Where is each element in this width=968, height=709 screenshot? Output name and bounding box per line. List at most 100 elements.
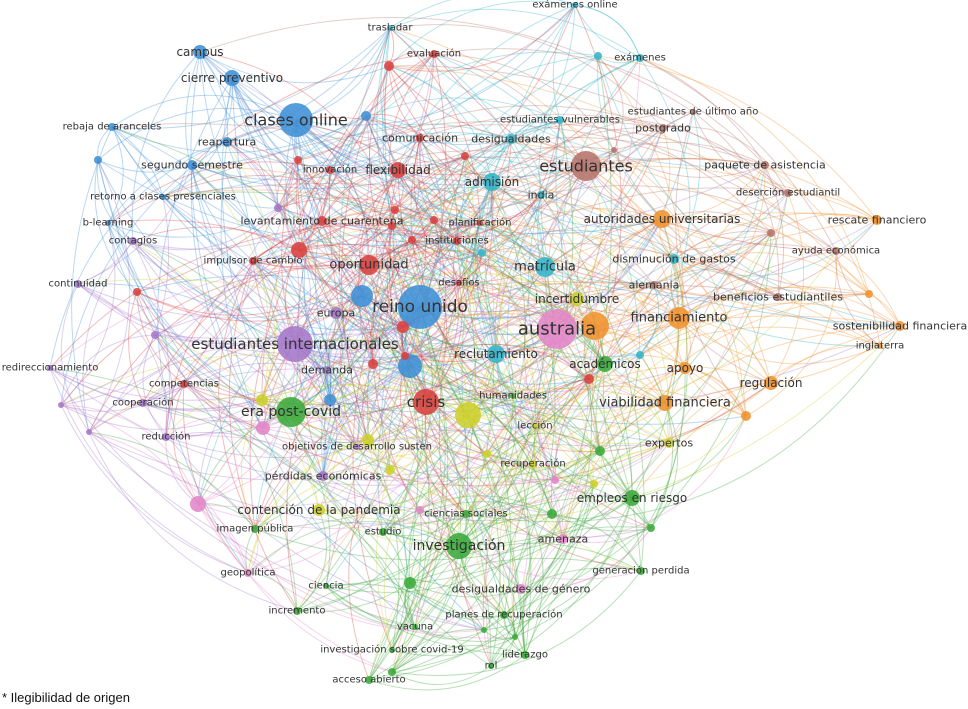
node[interactable] (368, 359, 378, 369)
node-label[interactable]: reclutamiento (454, 347, 538, 361)
node-label[interactable]: postgrado (635, 122, 691, 135)
node-label[interactable]: competencias (149, 379, 219, 390)
node[interactable] (647, 524, 655, 532)
node-label[interactable]: pérdidas económicas (265, 470, 382, 483)
node-label[interactable]: autoridades universitarias (584, 212, 741, 226)
node[interactable] (872, 215, 882, 225)
node[interactable] (877, 343, 883, 349)
node[interactable] (256, 394, 268, 406)
node[interactable] (832, 247, 840, 255)
node-label[interactable]: campus (176, 45, 223, 59)
node-label[interactable]: amenaza (538, 533, 588, 546)
node-label[interactable]: segundo semestre (141, 159, 243, 172)
node[interactable] (653, 210, 671, 228)
node[interactable] (659, 124, 667, 132)
node[interactable] (488, 663, 494, 669)
node[interactable] (572, 2, 578, 8)
node[interactable] (637, 567, 645, 575)
node[interactable] (187, 160, 197, 170)
node[interactable] (412, 624, 418, 630)
node-label[interactable]: viabilidad financiera (599, 396, 731, 411)
node[interactable] (510, 393, 516, 399)
node[interactable] (624, 490, 640, 506)
node[interactable] (47, 365, 53, 371)
node[interactable] (387, 25, 393, 31)
node-label[interactable]: evaluación (407, 48, 461, 60)
node-label[interactable]: exámenes online (532, 0, 617, 11)
node-label[interactable]: reino unido (372, 297, 468, 317)
node-label[interactable]: disminución de gastos (612, 253, 736, 266)
node[interactable] (293, 607, 301, 615)
node[interactable] (318, 471, 328, 481)
node[interactable] (416, 134, 424, 142)
node-label[interactable]: estudiantes vulnerables (500, 115, 620, 126)
node[interactable] (324, 394, 336, 406)
node[interactable] (532, 423, 538, 429)
node-label[interactable]: contagios (109, 236, 157, 247)
node-label[interactable]: oportunidad (329, 258, 408, 273)
node[interactable] (535, 257, 555, 277)
node-label[interactable]: expertos (645, 437, 693, 450)
node-label[interactable]: continuidad (49, 279, 108, 290)
node-label[interactable]: levantamiento de cuarentena (241, 215, 404, 228)
node[interactable] (741, 411, 751, 421)
node[interactable] (483, 173, 501, 191)
node-label[interactable]: generación perdida (592, 565, 689, 577)
node[interactable] (430, 216, 438, 224)
node-label[interactable]: estudiantes internacionales (191, 335, 399, 353)
node[interactable] (529, 460, 537, 468)
node[interactable] (384, 61, 394, 71)
node[interactable] (597, 356, 613, 372)
node-label[interactable]: reapertura (198, 136, 257, 149)
node[interactable] (478, 249, 486, 257)
node[interactable] (594, 52, 602, 60)
node-label[interactable]: recuperación (500, 458, 565, 470)
node[interactable] (456, 280, 462, 286)
node[interactable] (547, 509, 557, 519)
node[interactable] (404, 577, 416, 589)
node[interactable] (162, 433, 170, 441)
node[interactable] (365, 676, 373, 684)
node[interactable] (323, 366, 331, 374)
node-label[interactable]: ciencias sociales (424, 509, 507, 520)
node[interactable] (558, 534, 568, 544)
node-label[interactable]: humanidades (479, 391, 547, 402)
node-label[interactable]: incremento (269, 606, 326, 617)
node[interactable] (487, 345, 505, 363)
node-label[interactable]: crisis (407, 393, 446, 411)
node-label[interactable]: rebaja de aranceles (63, 122, 162, 133)
node[interactable] (584, 374, 594, 384)
node[interactable] (133, 288, 141, 296)
node-label[interactable]: trasladar (368, 23, 414, 34)
node[interactable] (455, 402, 481, 428)
node-label[interactable]: instituciones (425, 236, 488, 247)
node[interactable] (390, 162, 406, 178)
node[interactable] (330, 307, 342, 319)
node[interactable] (668, 307, 690, 329)
node[interactable] (160, 194, 166, 200)
node[interactable] (190, 496, 206, 512)
node-label[interactable]: imagen pública (217, 523, 294, 535)
node-label[interactable]: objetivos de desarrollo susten (282, 442, 432, 453)
node[interactable] (551, 476, 559, 484)
node-label[interactable]: estudiantes de último año (628, 106, 759, 118)
node[interactable] (94, 156, 102, 164)
node[interactable] (581, 312, 609, 340)
node[interactable] (105, 220, 111, 226)
node[interactable] (669, 254, 679, 264)
node-label[interactable]: b-learning (83, 218, 134, 229)
node-label[interactable]: estudiantes (539, 157, 633, 176)
node[interactable] (317, 216, 327, 226)
node[interactable] (764, 376, 778, 390)
node-label[interactable]: reducción (142, 431, 191, 443)
node-label[interactable]: acceso abierto (332, 675, 405, 686)
node[interactable] (222, 137, 232, 147)
node-label[interactable]: ciencia (308, 581, 343, 592)
node[interactable] (462, 510, 470, 518)
node-label[interactable]: estudio (365, 527, 402, 538)
node-label[interactable]: exámenes (614, 52, 666, 64)
node[interactable] (657, 395, 673, 411)
node-label[interactable]: planes de recuperación (445, 609, 562, 621)
node[interactable] (256, 421, 270, 435)
node[interactable] (379, 528, 387, 536)
